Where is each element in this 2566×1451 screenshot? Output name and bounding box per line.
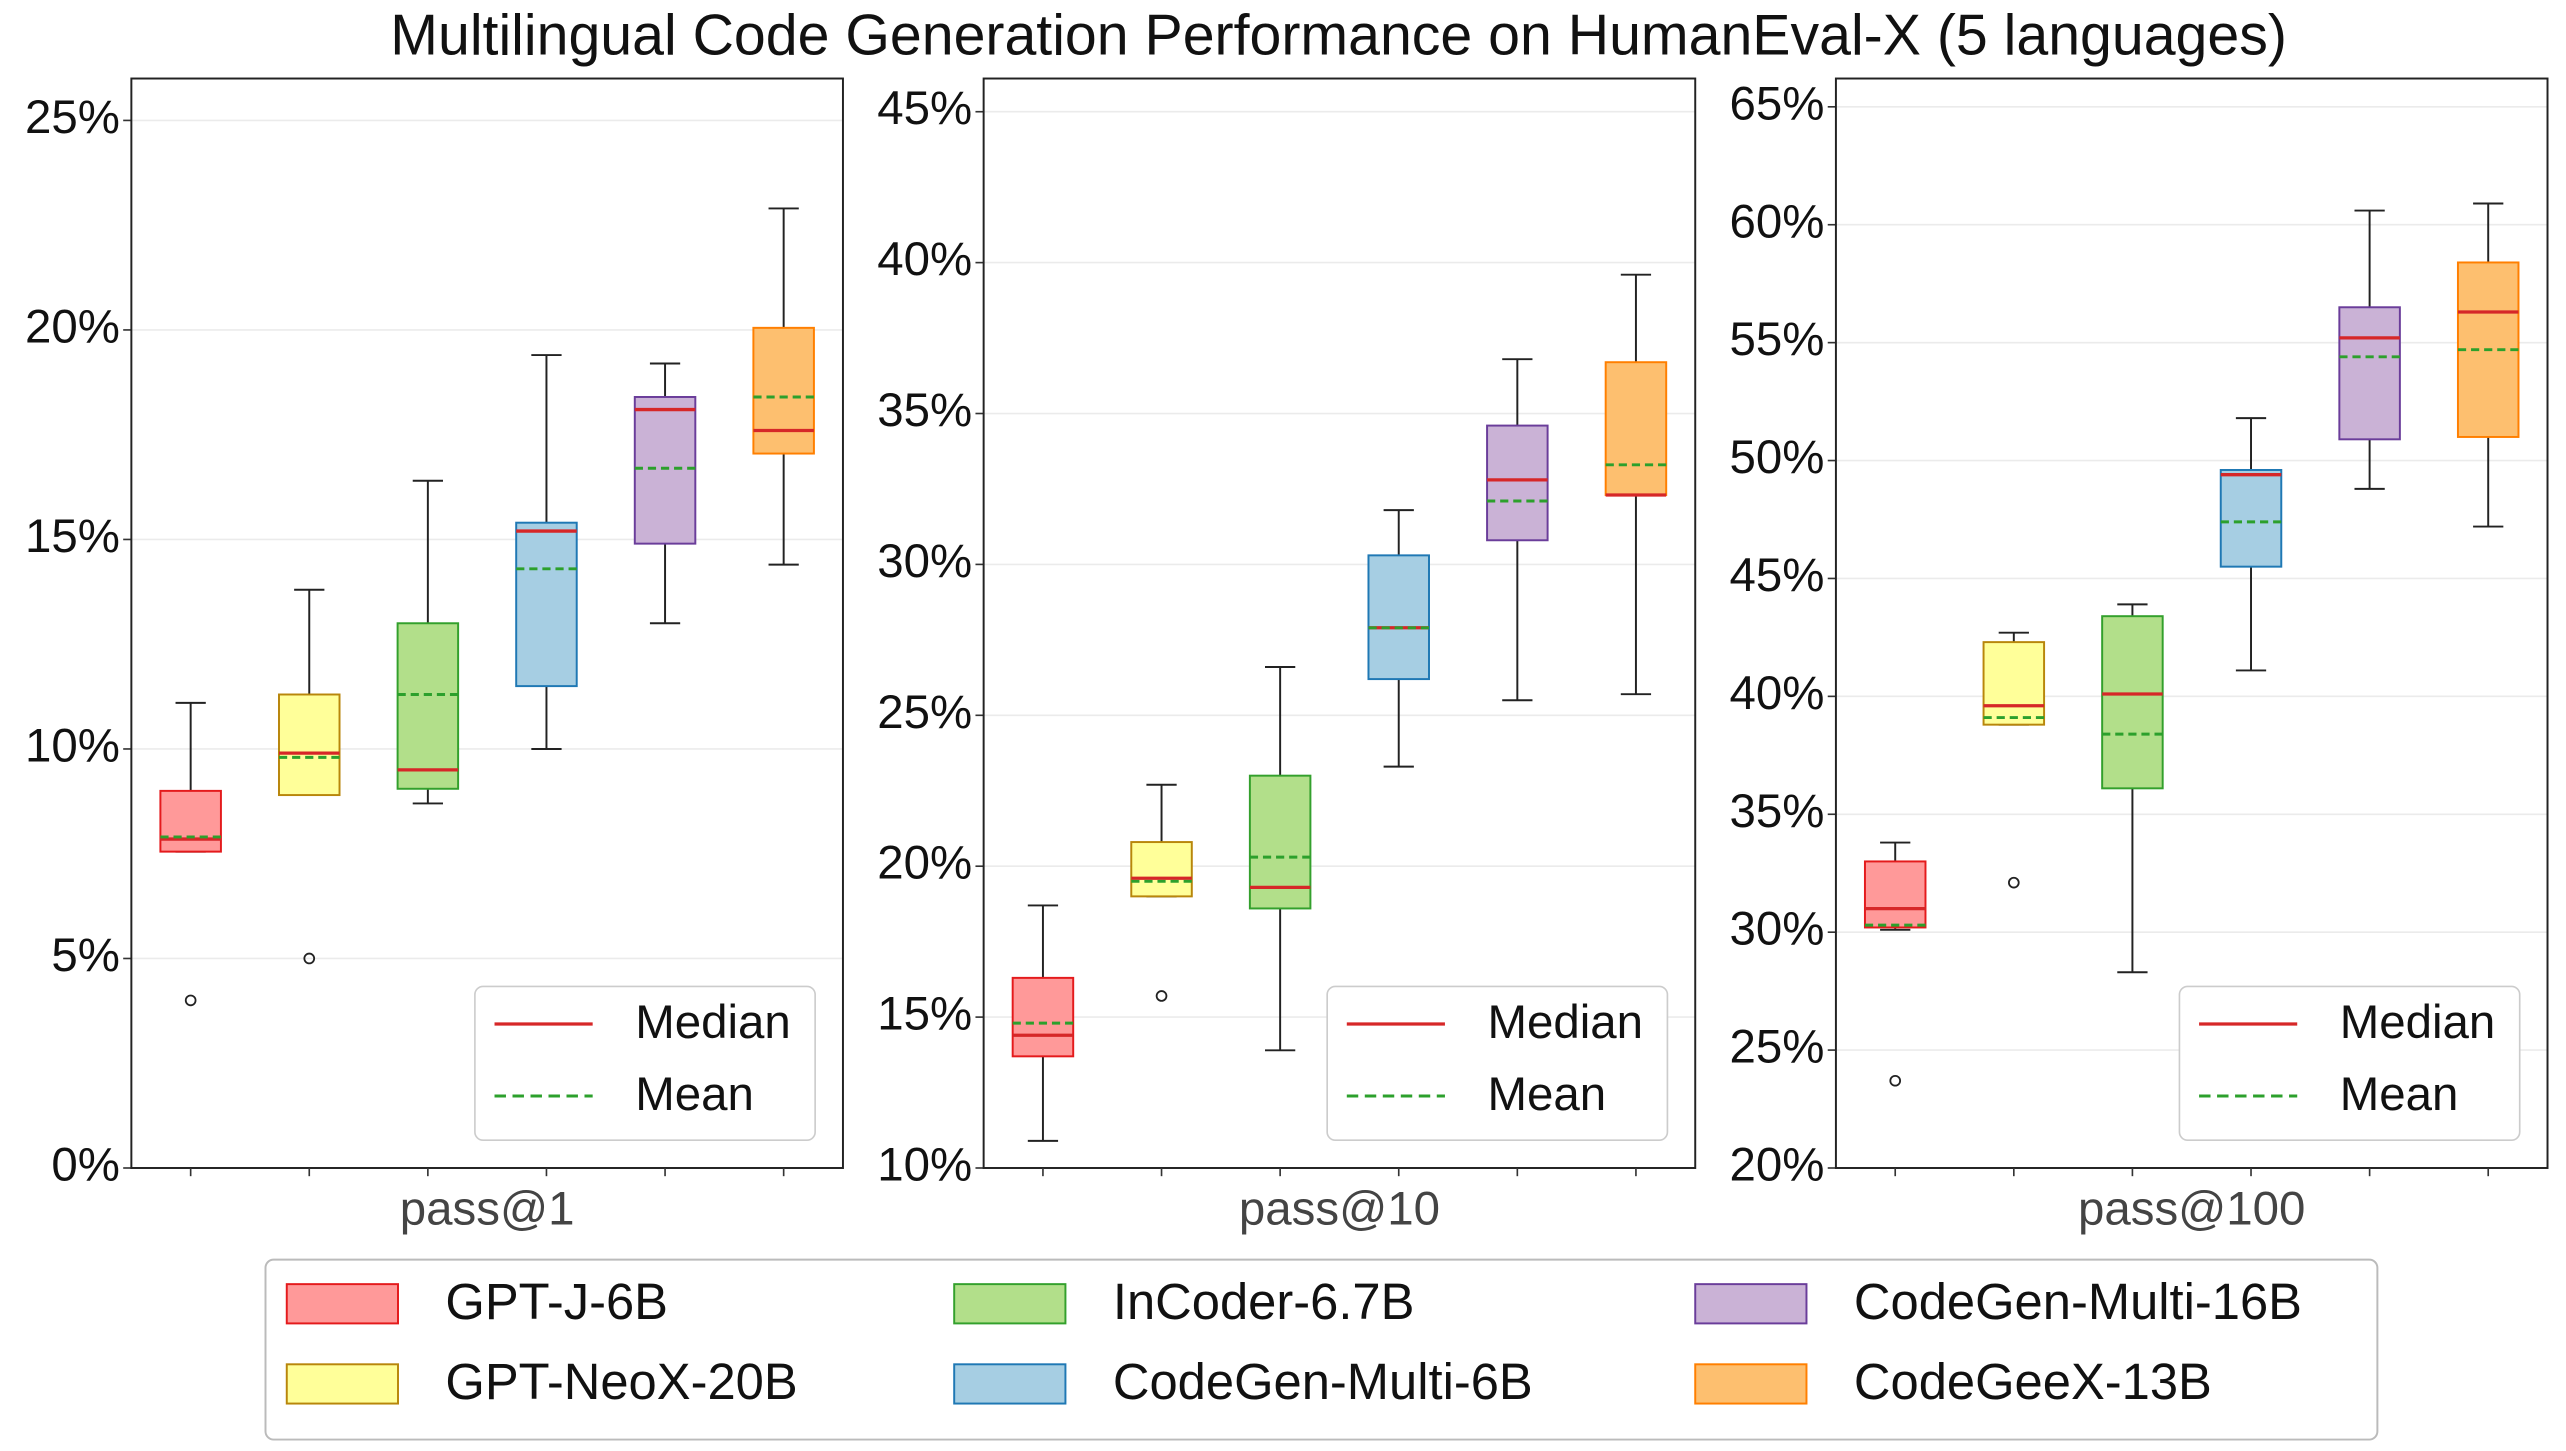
box	[2338, 306, 2401, 441]
y-tick-label: 20%	[877, 837, 972, 890]
box	[1011, 976, 1075, 1058]
y-tick-label: 10%	[877, 1139, 972, 1192]
outlier	[2008, 876, 2020, 889]
box	[1486, 424, 1549, 542]
plot-frame	[982, 77, 1697, 1169]
box	[1604, 361, 1668, 496]
y-tick-label: 15%	[25, 510, 120, 563]
box	[278, 693, 341, 797]
legend-frame	[264, 1258, 2379, 1441]
y-tick-label: 35%	[877, 384, 972, 437]
y-tick-label: 35%	[1730, 785, 1825, 838]
plot-frame	[130, 77, 844, 1169]
outlier	[1889, 1074, 1902, 1087]
outlier	[303, 952, 316, 965]
box	[2101, 615, 2164, 790]
legend-label: Mean	[635, 1068, 754, 1121]
legend-swatch	[953, 1363, 1067, 1405]
y-tick-label: 30%	[877, 535, 972, 588]
y-tick-label: 45%	[1730, 549, 1825, 602]
box	[159, 789, 222, 853]
legend-label: Median	[1487, 996, 1643, 1049]
box	[1367, 554, 1430, 681]
y-tick-label: 65%	[1730, 77, 1825, 130]
box	[1130, 841, 1193, 898]
outlier	[1155, 990, 1168, 1002]
box	[1982, 641, 2046, 726]
y-tick-label: 5%	[51, 929, 120, 982]
y-tick-label: 20%	[25, 300, 120, 353]
legend-swatch	[285, 1283, 399, 1325]
y-tick-label: 25%	[25, 91, 120, 144]
y-tick-label: 40%	[1730, 667, 1825, 720]
x-axis-label: pass@100	[2078, 1183, 2305, 1236]
box	[515, 521, 578, 688]
y-tick-label: 60%	[1730, 195, 1825, 248]
box	[1863, 860, 1927, 929]
legend-label: CodeGen-Multi-6B	[1113, 1353, 1533, 1410]
y-tick-label: 45%	[877, 82, 972, 135]
legend-swatch	[953, 1283, 1067, 1325]
legend-swatch	[285, 1363, 399, 1405]
box	[2219, 468, 2283, 568]
box	[396, 622, 460, 790]
outlier	[184, 994, 197, 1007]
y-tick-label: 25%	[1730, 1021, 1825, 1074]
legend-label: CodeGeeX-13B	[1854, 1353, 2212, 1410]
y-tick-label: 55%	[1730, 313, 1825, 366]
y-tick-label: 0%	[51, 1139, 120, 1192]
legend-swatch	[1694, 1283, 1808, 1325]
y-tick-label: 25%	[877, 686, 972, 739]
y-tick-label: 30%	[1730, 903, 1825, 956]
plot-frame	[1834, 77, 2549, 1169]
y-tick-label: 50%	[1730, 431, 1825, 484]
y-tick-label: 15%	[877, 988, 972, 1041]
y-tick-label: 10%	[25, 719, 120, 772]
y-tick-label: 20%	[1730, 1139, 1825, 1192]
chart-title: Multilingual Code Generation Performance…	[390, 3, 2287, 67]
legend-label: InCoder-6.7B	[1113, 1273, 1415, 1330]
legend-label: CodeGen-Multi-16B	[1854, 1273, 2302, 1330]
box	[633, 396, 697, 545]
legend-label: GPT-NeoX-20B	[445, 1353, 797, 1410]
legend-label: Median	[635, 996, 791, 1049]
legend-swatch	[1694, 1363, 1808, 1405]
x-axis-label: pass@1	[400, 1183, 575, 1236]
legend-label: Mean	[1487, 1068, 1606, 1121]
legend-label: GPT-J-6B	[445, 1273, 668, 1330]
legend-label: Mean	[2340, 1068, 2459, 1121]
x-axis-label: pass@10	[1239, 1183, 1440, 1236]
box	[752, 326, 815, 455]
legend-label: Median	[2340, 996, 2496, 1049]
y-tick-label: 40%	[877, 233, 972, 286]
